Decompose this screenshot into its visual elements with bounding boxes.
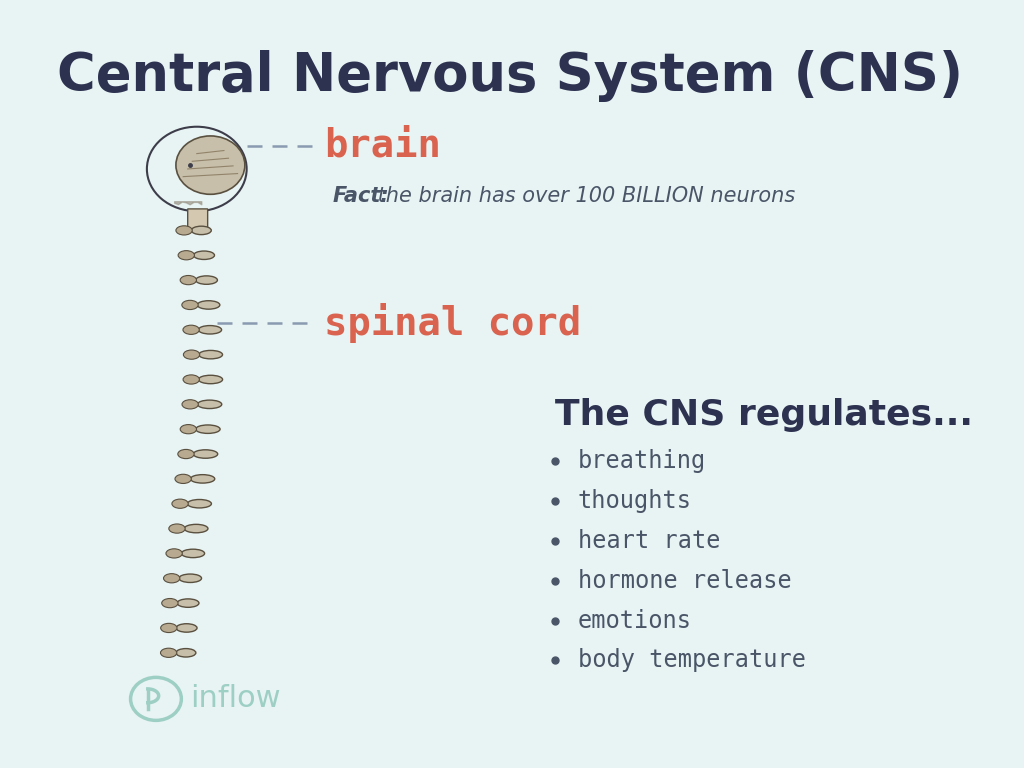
Text: the brain has over 100 BILLION neurons: the brain has over 100 BILLION neurons <box>371 186 796 206</box>
Ellipse shape <box>182 300 199 310</box>
Ellipse shape <box>194 450 218 458</box>
Ellipse shape <box>199 326 221 334</box>
Text: spinal cord: spinal cord <box>324 303 581 343</box>
Text: Fact:: Fact: <box>333 186 389 206</box>
Text: The CNS regulates...: The CNS regulates... <box>555 398 973 432</box>
Ellipse shape <box>177 599 199 607</box>
Ellipse shape <box>172 499 188 508</box>
Ellipse shape <box>164 574 180 583</box>
Ellipse shape <box>180 276 197 285</box>
Ellipse shape <box>175 475 191 484</box>
Ellipse shape <box>162 598 178 607</box>
Ellipse shape <box>196 276 217 284</box>
Text: brain: brain <box>324 127 440 165</box>
Circle shape <box>176 136 245 194</box>
Ellipse shape <box>190 475 215 483</box>
Ellipse shape <box>182 399 199 409</box>
Ellipse shape <box>198 301 220 310</box>
Text: hormone release: hormone release <box>578 568 792 593</box>
Ellipse shape <box>179 574 202 582</box>
Ellipse shape <box>187 499 211 508</box>
Text: inflow: inflow <box>190 684 281 713</box>
FancyBboxPatch shape <box>187 209 208 230</box>
Ellipse shape <box>161 648 177 657</box>
Ellipse shape <box>183 375 200 384</box>
Ellipse shape <box>161 624 177 633</box>
Ellipse shape <box>194 251 214 260</box>
Ellipse shape <box>183 350 200 359</box>
Text: body temperature: body temperature <box>578 648 806 673</box>
Ellipse shape <box>166 549 182 558</box>
Ellipse shape <box>176 648 196 657</box>
Ellipse shape <box>183 325 200 334</box>
Ellipse shape <box>196 425 220 433</box>
Ellipse shape <box>176 226 193 235</box>
Ellipse shape <box>184 525 208 533</box>
Text: Central Nervous System (CNS): Central Nervous System (CNS) <box>56 50 963 102</box>
Ellipse shape <box>180 425 197 434</box>
Ellipse shape <box>181 549 205 558</box>
Text: thoughts: thoughts <box>578 488 691 513</box>
Text: emotions: emotions <box>578 608 691 633</box>
Ellipse shape <box>176 624 197 632</box>
Ellipse shape <box>191 226 211 234</box>
Ellipse shape <box>198 400 222 409</box>
Ellipse shape <box>199 376 222 384</box>
Ellipse shape <box>199 350 222 359</box>
Ellipse shape <box>178 250 195 260</box>
Ellipse shape <box>169 524 185 533</box>
Text: breathing: breathing <box>578 449 706 473</box>
Text: heart rate: heart rate <box>578 528 720 553</box>
Ellipse shape <box>178 449 195 458</box>
